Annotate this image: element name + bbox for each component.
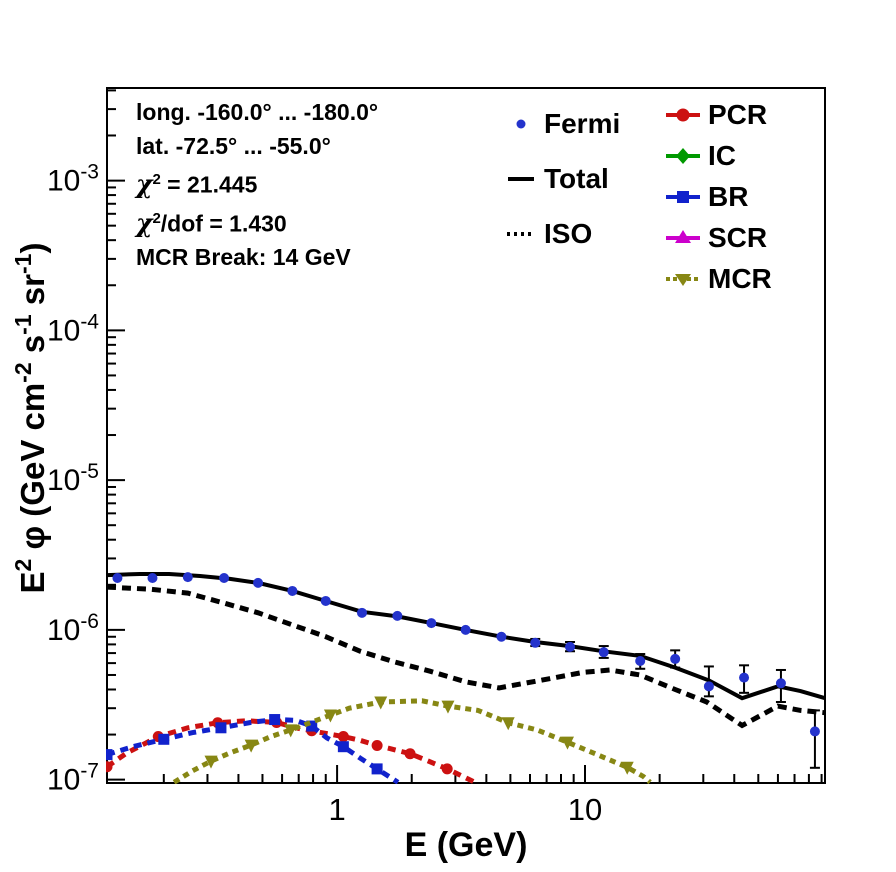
mcr-triangle-down-marker-icon: [664, 266, 702, 292]
legend-label-fermi: Fermi: [544, 107, 621, 139]
series-mcr: [172, 696, 652, 784]
legend-label-ic: IC: [708, 139, 736, 171]
legend-label-pcr: PCR: [708, 98, 768, 130]
iso-dotted-line-icon: [504, 223, 538, 245]
legend-label-scr: SCR: [708, 221, 768, 253]
legend-item-total: Total: [504, 151, 620, 206]
legend-item-mcr: MCR: [664, 258, 772, 299]
svg-text:10: 10: [568, 792, 602, 827]
svg-text:10-4: 10-4: [47, 310, 99, 347]
svg-text:10-6: 10-6: [47, 610, 99, 647]
stats-chi2dof: χ2/dof = 1.430: [136, 202, 378, 241]
legend-item-scr: SCR: [664, 217, 772, 258]
chi-symbol: χ: [136, 169, 153, 199]
series-total: [106, 572, 826, 701]
stats-latitude: lat. -72.5° ... -55.0°: [136, 132, 331, 159]
legend-left: Fermi Total ISO: [504, 96, 620, 261]
pcr-circle-marker-icon: [664, 102, 702, 128]
fermi-dot-icon: [504, 113, 538, 135]
series-fermi: [112, 572, 820, 769]
legend-item-br: BR: [664, 176, 772, 217]
chi2-exponent: 2: [152, 171, 161, 188]
x-axis-title: E (GeV): [405, 826, 528, 864]
legend-label-iso: ISO: [544, 217, 593, 249]
curves: [106, 572, 826, 784]
svg-text:1: 1: [328, 792, 345, 827]
legend-item-iso: ISO: [504, 206, 620, 261]
legend-label-br: BR: [708, 180, 749, 212]
y-axis-title: E2 φ (GeV cm-2 s-1 sr-1): [10, 243, 51, 594]
legend-label-total: Total: [544, 162, 609, 194]
br-square-marker-icon: [664, 184, 702, 210]
stats-longitude: long. -160.0° ... -180.0°: [136, 99, 379, 125]
chi-symbol: χ: [136, 208, 153, 238]
total-line-icon: [504, 168, 538, 190]
series-iso: [106, 584, 826, 729]
legend-label-mcr: MCR: [708, 262, 772, 294]
legend-item-pcr: PCR: [664, 94, 772, 135]
svg-text:10-7: 10-7: [47, 760, 99, 797]
legend-item-fermi: Fermi: [504, 96, 620, 151]
scr-triangle-up-marker-icon: [664, 225, 702, 251]
svg-text:10-5: 10-5: [47, 460, 99, 497]
legend-item-ic: IC: [664, 135, 772, 176]
tick-labels: 1 10 10-3 10-4 10-5 10-6 10-7: [47, 161, 602, 827]
chi2dof-value: /dof = 1.430: [160, 210, 287, 237]
legend-right: PCR IC BR SCR MCR: [664, 94, 772, 299]
series-br: [106, 714, 400, 784]
fit-stats-block: long. -160.0° ... -180.0° lat. -72.5° ..…: [136, 96, 378, 275]
chi2dof-exponent: 2: [152, 210, 161, 228]
axes: [106, 87, 826, 784]
stats-mcr-break: MCR Break: 14 GeV: [136, 244, 351, 271]
ic-diamond-marker-icon: [664, 143, 702, 169]
svg-text:10-3: 10-3: [47, 161, 99, 198]
stats-chi2: χ2 = 21.445: [136, 163, 378, 202]
chi2-value: = 21.445: [160, 171, 258, 198]
